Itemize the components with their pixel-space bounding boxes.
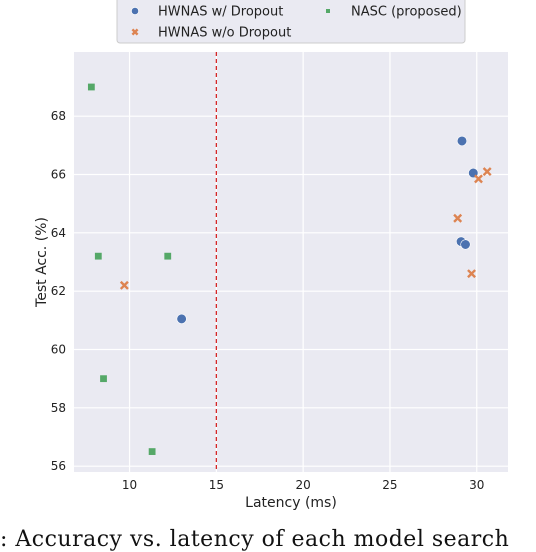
- data-point: [176, 313, 187, 324]
- legend-entries: HWNAS w/ Dropout HWNAS w/o Dropout NASC (p…: [131, 5, 462, 41]
- x-tick-label: 10: [122, 478, 137, 492]
- scatter-chart: 10 15 20 25 30 56 58 60 62 64 66 68 Latency (ms) Te…: [34, 0, 508, 511]
- legend-label: HWNAS w/o Dropout: [158, 26, 291, 41]
- y-tick-label: 66: [51, 168, 66, 182]
- data-point: [94, 252, 102, 260]
- plot-area: [74, 52, 508, 472]
- y-tick-label: 60: [51, 343, 66, 357]
- data-point: [482, 167, 492, 177]
- y-tick-label: 64: [51, 226, 66, 240]
- data-points: [87, 83, 492, 455]
- data-point: [467, 269, 476, 279]
- legend-marker: [131, 7, 139, 15]
- x-axis-label: Latency (ms): [245, 495, 337, 511]
- legend-label: HWNAS w/ Dropout: [158, 5, 283, 20]
- legend-box: [116, 0, 466, 44]
- data-point: [87, 83, 95, 91]
- y-tick-label: 56: [51, 459, 66, 473]
- legend-label: NASC (proposed): [351, 5, 462, 20]
- data-point: [453, 213, 463, 223]
- y-tick-label: 68: [51, 109, 66, 123]
- legend-marker: [131, 28, 139, 36]
- data-point: [119, 280, 129, 290]
- x-tick-label: 25: [382, 478, 397, 492]
- data-point: [474, 174, 483, 184]
- data-point: [164, 252, 172, 260]
- figure-caption: : Accuracy vs. latency of each model sea…: [0, 527, 510, 552]
- x-tick-label: 30: [469, 478, 484, 492]
- legend-marker: [326, 9, 330, 13]
- x-tick-label: 20: [296, 478, 311, 492]
- data-point: [456, 135, 468, 147]
- data-point: [148, 448, 156, 455]
- tick-labels: 10 15 20 25 30 56 58 60 62 64 66 68: [51, 109, 485, 492]
- x-tick-label: 15: [209, 478, 224, 492]
- y-tick-label: 62: [51, 284, 66, 298]
- data-point: [100, 375, 107, 383]
- y-tick-label: 58: [51, 401, 66, 415]
- y-axis-label: Test Acc. (%): [34, 217, 50, 308]
- legend: HWNAS w/ Dropout HWNAS w/o Dropout NASC (p…: [116, 0, 466, 44]
- data-point: [460, 239, 471, 250]
